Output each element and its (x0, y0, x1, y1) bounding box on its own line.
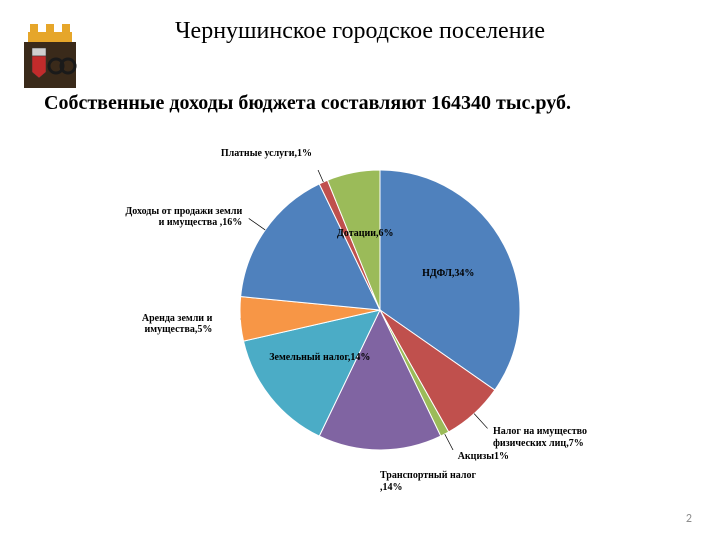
page-title: Чернушинское городское поселение (0, 18, 720, 45)
pie-slice-label: Дотации,6% (305, 228, 425, 239)
pie-slice-label: Транспортный налог ,14% (380, 470, 520, 493)
pie-slice-label: Налог на имущество физических лиц,7% (493, 426, 633, 449)
revenue-pie-chart: НДФЛ,34% Налог на имущество физических ли… (0, 140, 720, 520)
municipal-crest-icon (20, 24, 80, 96)
pie-slice-label: Аренда земли и имущества,5% (72, 313, 212, 336)
pie-slice-label: НДФЛ,34% (388, 268, 508, 279)
page-number: 2 (686, 512, 692, 526)
pie-slice-label: Платные услуги,1% (172, 148, 312, 160)
pie-slice-label: Доходы от продажи земли и имущества ,16% (102, 206, 242, 229)
pie-slice-label: Земельный налог,14% (260, 352, 380, 363)
page-subtitle: Собственные доходы бюджета составляют 16… (44, 92, 676, 115)
pie-slice-label: Акцизы1% (458, 451, 598, 463)
